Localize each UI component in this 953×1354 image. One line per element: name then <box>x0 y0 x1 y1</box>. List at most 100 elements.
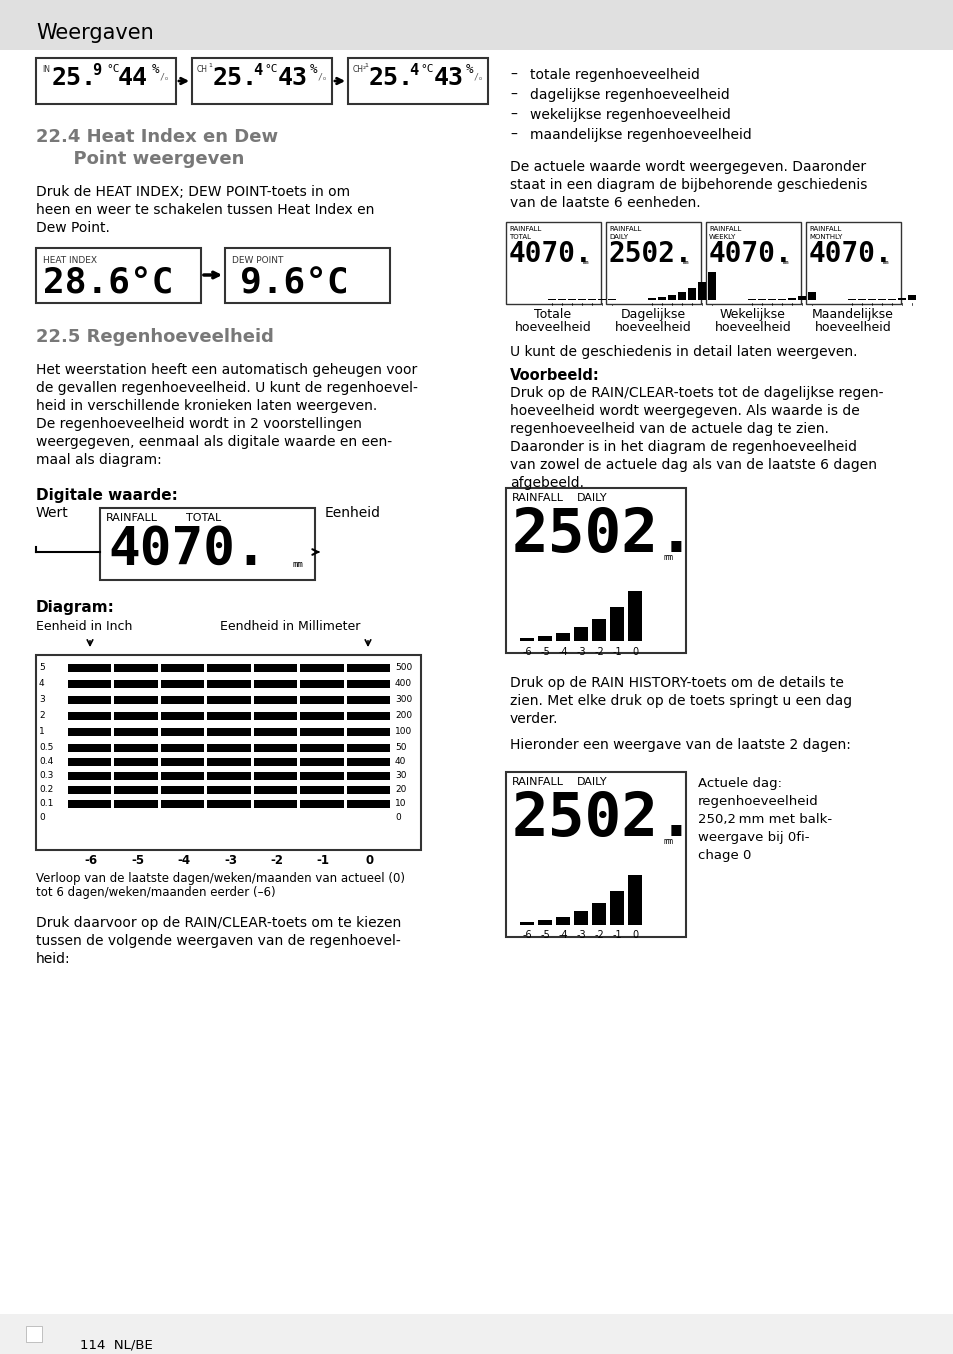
Text: TOTAL: TOTAL <box>509 234 531 240</box>
Bar <box>253 800 296 808</box>
Text: TOTAL: TOTAL <box>186 513 221 523</box>
Text: 4070.: 4070. <box>509 240 592 268</box>
Bar <box>68 758 112 766</box>
Bar <box>300 696 343 704</box>
Bar <box>346 800 390 808</box>
Text: 43: 43 <box>434 66 463 89</box>
Text: mm: mm <box>663 837 673 846</box>
Text: 0.4: 0.4 <box>39 757 53 766</box>
Text: 50: 50 <box>395 743 406 751</box>
Text: Eendheid in Millimeter: Eendheid in Millimeter <box>220 620 360 634</box>
Bar <box>68 728 112 737</box>
FancyBboxPatch shape <box>348 58 488 104</box>
Text: -4: -4 <box>558 930 567 940</box>
Bar <box>114 680 157 688</box>
Text: /ₒ: /ₒ <box>317 73 328 83</box>
Bar <box>0 0 953 50</box>
Bar <box>698 282 705 301</box>
Bar <box>207 712 251 720</box>
Text: dagelijkse regenhoeveelheid: dagelijkse regenhoeveelheid <box>530 88 729 102</box>
Text: -3: -3 <box>576 930 585 940</box>
Text: totale regenhoeveelheid: totale regenhoeveelheid <box>530 68 700 83</box>
Text: %: % <box>310 64 317 76</box>
Text: -2: -2 <box>270 854 283 867</box>
Text: 2502.: 2502. <box>512 789 695 849</box>
Bar <box>300 758 343 766</box>
Text: 2502.: 2502. <box>608 240 692 268</box>
Text: De regenhoeveelheid wordt in 2 voorstellingen: De regenhoeveelheid wordt in 2 voorstell… <box>36 417 361 431</box>
Bar <box>207 728 251 737</box>
Bar <box>897 298 905 301</box>
Bar <box>253 712 296 720</box>
Text: 4070.: 4070. <box>808 240 892 268</box>
Bar <box>68 772 112 780</box>
Text: RAINFALL: RAINFALL <box>708 226 740 232</box>
Bar <box>161 787 204 793</box>
Text: -4: -4 <box>177 854 191 867</box>
Text: 30: 30 <box>395 770 406 780</box>
Bar <box>678 292 685 301</box>
Text: 22.4 Heat Index en Dew: 22.4 Heat Index en Dew <box>36 129 278 146</box>
Bar <box>161 663 204 672</box>
FancyBboxPatch shape <box>26 1326 42 1342</box>
Bar <box>253 743 296 751</box>
Bar <box>346 728 390 737</box>
Text: Totale: Totale <box>534 307 571 321</box>
Text: wekelijkse regenhoeveelheid: wekelijkse regenhoeveelheid <box>530 108 730 122</box>
Bar <box>346 772 390 780</box>
Text: van zowel de actuele dag als van de laatste 6 dagen: van zowel de actuele dag als van de laat… <box>510 458 876 473</box>
Text: Weergaven: Weergaven <box>36 23 153 43</box>
Text: Wekelijkse: Wekelijkse <box>720 307 785 321</box>
Bar <box>346 787 390 793</box>
Text: 4: 4 <box>39 678 45 688</box>
Bar <box>300 800 343 808</box>
Text: Actuele dag:: Actuele dag: <box>698 777 781 789</box>
Text: 25.: 25. <box>52 66 97 89</box>
Text: -3: -3 <box>224 854 236 867</box>
Bar <box>207 743 251 751</box>
Bar <box>161 680 204 688</box>
Bar <box>161 800 204 808</box>
Bar <box>346 680 390 688</box>
Bar <box>207 696 251 704</box>
Text: 0.3: 0.3 <box>39 770 53 780</box>
Text: 0: 0 <box>39 812 45 822</box>
Text: -5: -5 <box>539 647 549 657</box>
Text: mm: mm <box>882 260 888 265</box>
Bar <box>592 903 605 925</box>
Text: 9.6°C: 9.6°C <box>240 265 349 301</box>
Bar <box>68 696 112 704</box>
Text: 5: 5 <box>39 663 45 672</box>
Text: °C: °C <box>264 64 277 74</box>
Bar <box>346 743 390 751</box>
Bar <box>161 758 204 766</box>
Text: Verloop van de laatste dagen/weken/maanden van actueel (0): Verloop van de laatste dagen/weken/maand… <box>36 872 405 886</box>
Text: De actuele waarde wordt weergegeven. Daaronder: De actuele waarde wordt weergegeven. Daa… <box>510 160 865 175</box>
Text: mm: mm <box>663 552 673 562</box>
Bar <box>161 696 204 704</box>
Bar <box>253 728 296 737</box>
Text: tot 6 dagen/weken/maanden eerder (–6): tot 6 dagen/weken/maanden eerder (–6) <box>36 886 275 899</box>
Text: 400: 400 <box>395 678 412 688</box>
Bar <box>207 772 251 780</box>
FancyBboxPatch shape <box>505 772 685 937</box>
Text: Maandelijkse: Maandelijkse <box>811 307 893 321</box>
Bar <box>68 787 112 793</box>
Bar <box>68 712 112 720</box>
Text: -2: -2 <box>594 930 603 940</box>
Text: Wert: Wert <box>36 506 69 520</box>
Bar <box>556 917 569 925</box>
Text: Druk de HEAT INDEX; DEW POINT-toets in om: Druk de HEAT INDEX; DEW POINT-toets in o… <box>36 185 350 199</box>
Text: 2: 2 <box>39 711 45 720</box>
Bar <box>300 680 343 688</box>
Text: 4: 4 <box>253 64 262 79</box>
Text: afgebeeld.: afgebeeld. <box>510 477 583 490</box>
Bar <box>687 288 696 301</box>
Bar <box>114 772 157 780</box>
Text: mm: mm <box>293 561 303 569</box>
Text: U kunt de geschiedenis in detail laten weergeven.: U kunt de geschiedenis in detail laten w… <box>510 345 857 359</box>
Bar <box>609 607 623 640</box>
Bar <box>807 292 815 301</box>
Bar <box>519 922 534 925</box>
Bar <box>161 772 204 780</box>
